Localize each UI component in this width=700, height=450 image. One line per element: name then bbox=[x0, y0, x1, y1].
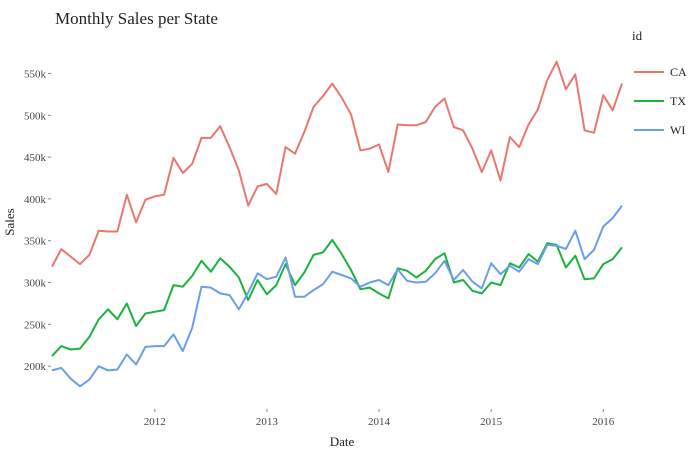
y-tick-label: 400k bbox=[24, 194, 47, 206]
legend-label-tx: TX bbox=[670, 94, 686, 108]
x-tick-label: 2015 bbox=[480, 416, 503, 428]
legend-label-wi: WI bbox=[670, 123, 685, 137]
series-line-tx bbox=[51, 238, 623, 357]
y-axis: 200k 250k 300k 350k 400k 450k 500k 550k bbox=[24, 68, 51, 373]
x-tick-label: 2014 bbox=[368, 416, 391, 428]
series-line-wi bbox=[51, 205, 623, 388]
x-tick-label: 2016 bbox=[592, 416, 615, 428]
legend-label-ca: CA bbox=[670, 65, 687, 79]
x-axis-label: Date bbox=[330, 434, 355, 449]
x-axis: 2012 2013 2014 2015 2016 bbox=[144, 409, 615, 428]
y-tick-label: 350k bbox=[24, 236, 47, 248]
series-line-ca bbox=[51, 60, 623, 268]
y-tick-label: 300k bbox=[24, 278, 47, 290]
y-axis-label: Sales bbox=[2, 208, 17, 235]
y-tick-label: 450k bbox=[24, 152, 47, 164]
x-tick-label: 2012 bbox=[144, 416, 166, 428]
y-tick-label: 500k bbox=[24, 110, 47, 122]
y-tick-label: 250k bbox=[24, 319, 47, 331]
legend: id CA TX WI bbox=[632, 28, 687, 137]
y-tick-label: 550k bbox=[24, 68, 47, 80]
y-tick-label: 200k bbox=[24, 361, 47, 373]
plot-area bbox=[51, 60, 623, 388]
x-tick-label: 2013 bbox=[256, 416, 279, 428]
legend-title: id bbox=[632, 28, 643, 43]
chart-title: Monthly Sales per State bbox=[55, 9, 218, 28]
